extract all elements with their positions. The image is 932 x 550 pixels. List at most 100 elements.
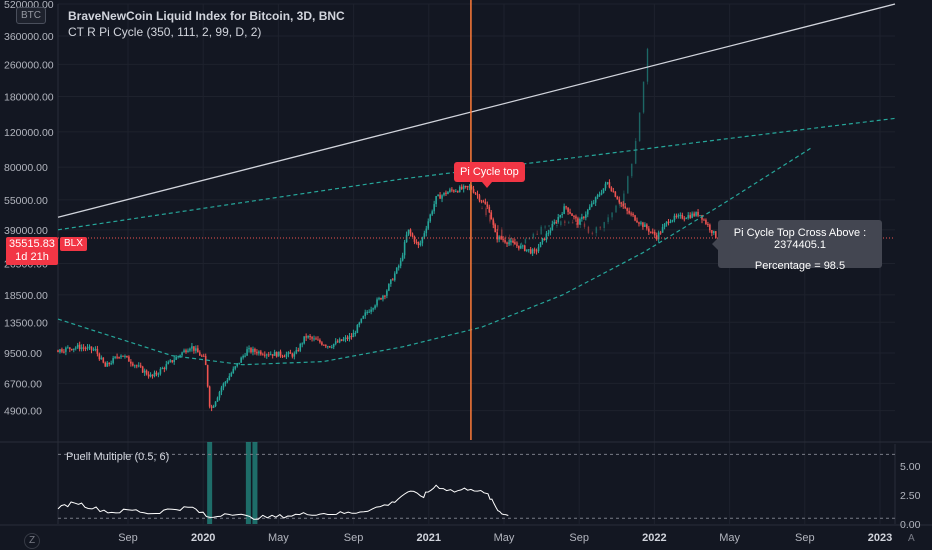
tooltip-line-percentage: Percentage = 98.5 [754,260,846,272]
price-candle [644,224,646,227]
price-candle [332,343,335,347]
price-candle [171,360,174,362]
pi-line-dashed-upper [57,117,896,231]
price-candle [291,353,294,357]
price-candle [82,347,85,349]
price-candle [212,405,215,408]
price-candle [443,192,445,196]
price-candle [319,339,321,343]
price-candle [321,342,323,345]
price-candle [531,249,534,254]
time-tick-label: May [268,532,289,544]
price-candle [667,221,670,223]
price-candle [476,193,479,196]
price-candle [640,222,642,224]
symbol-badge[interactable]: BTC [16,7,46,24]
price-candle [265,354,268,356]
price-candle [232,368,235,374]
auto-scale-icon[interactable]: A [908,533,915,544]
price-candle [496,232,498,240]
price-candle [510,240,512,243]
puell-pane-title[interactable]: Puell Multiple (0.5, 6) [66,451,170,463]
ghost-candle [481,208,483,210]
price-candle [315,338,317,340]
price-candle [224,381,227,384]
price-candle [539,242,542,248]
price-candle [632,213,634,216]
pi-cycle-top-badge[interactable]: Pi Cycle top [454,162,525,188]
price-candle [313,338,315,340]
price-candle [551,223,554,231]
price-candle [649,231,652,233]
price-tick-label: 13500.00 [4,317,48,329]
price-candle [96,348,99,354]
puell-buy-band [245,442,251,524]
price-candle [269,354,272,356]
current-price-label: 35515.83 1d 21h [6,237,58,265]
timezone-icon[interactable]: Z [24,533,40,549]
price-candle [342,339,345,341]
price-candle [390,279,392,284]
price-candle [608,182,611,188]
price-candle [240,357,242,363]
price-candle [340,339,343,341]
price-candle [374,305,376,309]
puell-tick-label: 5.00 [900,461,921,473]
ghost-candle [599,227,602,229]
price-candle [328,346,331,348]
ghost-candle [489,215,491,222]
puell-buy-band [207,442,213,524]
price-candle [366,311,368,313]
price-candle [70,348,73,351]
price-candle [299,344,302,351]
price-candle [327,346,329,348]
price-candle [155,372,158,375]
price-candle [529,249,532,254]
price-candle [455,191,457,193]
price-candle [407,229,410,235]
price-candle [137,365,140,367]
pi-cycle-tooltip: Pi Cycle Top Cross Above : 2374405.1 Per… [712,220,882,272]
price-candle [159,368,162,374]
ghost-candle [642,81,645,113]
price-candle [439,194,441,199]
price-candle [691,213,693,218]
price-candle [354,332,357,334]
price-candle [59,349,61,353]
price-candle [636,220,638,223]
price-candle [263,354,266,356]
price-candle [709,224,711,231]
price-candle [525,249,528,251]
ghost-candle [508,237,511,242]
price-candle [124,356,126,358]
price-candle [575,216,577,219]
price-candle [598,194,601,196]
price-candle [147,374,150,377]
price-candle [482,201,485,203]
price-candle [187,350,189,353]
price-candle [208,386,211,407]
price-candle [588,206,591,210]
price-candle [303,336,305,344]
ghost-candle [634,140,637,164]
price-tick-label: 6700.00 [4,378,42,390]
price-candle [311,337,313,339]
price-tick-label: 120000.00 [4,127,54,139]
price-candle [441,195,443,199]
price-candle [163,368,166,370]
price-candle [179,355,181,357]
price-candle [537,247,540,252]
price-candle [254,348,256,352]
ghost-candle [623,193,625,205]
price-candle [606,182,609,184]
price-candle [198,352,201,356]
indicator-legend[interactable]: CT R Pi Cycle (350, 111, 2, 99, D, 2) [68,25,262,39]
ghost-candle [485,208,487,216]
price-candle [175,356,177,360]
price-candle [338,339,341,343]
ghost-candle [591,232,594,234]
price-candle [206,365,209,387]
symbol-tag: BLX [60,237,87,251]
price-candle [267,354,270,356]
ghost-candle [583,223,586,227]
